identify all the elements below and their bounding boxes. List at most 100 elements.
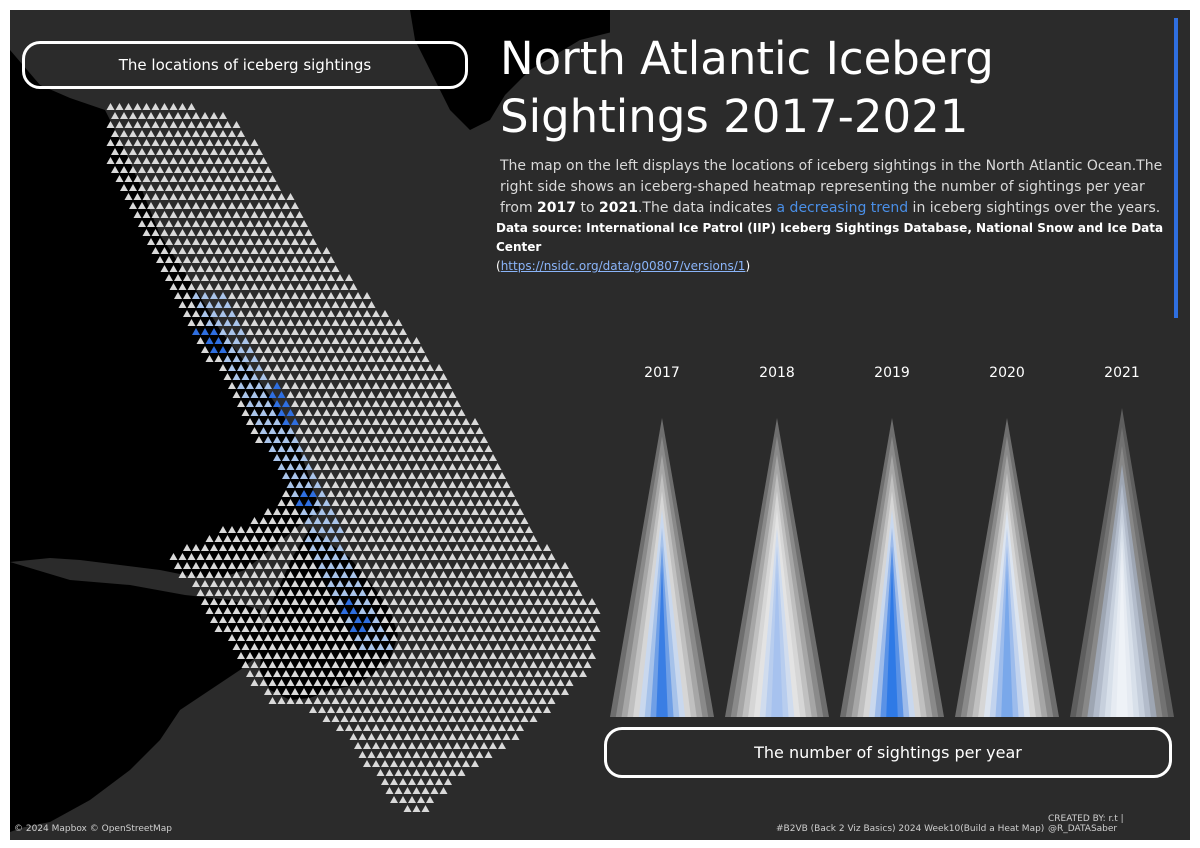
sighting-marker[interactable] — [421, 499, 430, 506]
sighting-marker[interactable] — [273, 418, 281, 425]
sighting-marker[interactable] — [228, 202, 236, 209]
sighting-marker[interactable] — [417, 400, 425, 407]
sighting-marker[interactable] — [187, 319, 196, 326]
sighting-marker[interactable] — [228, 580, 236, 587]
sighting-marker[interactable] — [147, 112, 155, 119]
sighting-marker[interactable] — [403, 733, 412, 740]
sighting-marker[interactable] — [484, 517, 493, 524]
sighting-marker[interactable] — [498, 616, 506, 623]
sighting-marker[interactable] — [403, 391, 412, 398]
sighting-marker[interactable] — [174, 202, 182, 209]
sighting-marker[interactable] — [250, 157, 259, 164]
sighting-marker[interactable] — [300, 670, 308, 677]
sighting-marker[interactable] — [237, 580, 245, 587]
sighting-marker[interactable] — [318, 436, 326, 443]
sighting-marker[interactable] — [426, 652, 434, 659]
sighting-marker[interactable] — [390, 382, 398, 389]
sighting-marker[interactable] — [349, 463, 358, 470]
sighting-marker[interactable] — [295, 229, 304, 236]
sighting-marker[interactable] — [322, 661, 331, 668]
sighting-marker[interactable] — [255, 364, 263, 371]
sighting-marker[interactable] — [142, 103, 151, 110]
sighting-marker[interactable] — [268, 589, 277, 596]
sighting-marker[interactable] — [529, 607, 538, 614]
sighting-marker[interactable] — [592, 625, 601, 632]
sighting-marker[interactable] — [363, 544, 371, 551]
sighting-marker[interactable] — [412, 571, 421, 578]
sighting-marker[interactable] — [421, 607, 430, 614]
sighting-marker[interactable] — [241, 139, 250, 146]
sighting-marker[interactable] — [291, 400, 299, 407]
sighting-marker[interactable] — [403, 679, 412, 686]
sighting-marker[interactable] — [277, 571, 286, 578]
sighting-marker[interactable] — [142, 139, 151, 146]
sighting-marker[interactable] — [214, 337, 223, 344]
sighting-marker[interactable] — [583, 661, 592, 668]
sighting-marker[interactable] — [322, 463, 331, 470]
sighting-marker[interactable] — [151, 175, 160, 182]
sighting-marker[interactable] — [439, 661, 448, 668]
sighting-marker[interactable] — [187, 265, 196, 272]
sighting-marker[interactable] — [219, 112, 227, 119]
sighting-marker[interactable] — [363, 742, 371, 749]
sighting-marker[interactable] — [246, 292, 254, 299]
sighting-marker[interactable] — [340, 373, 349, 380]
sighting-marker[interactable] — [250, 589, 259, 596]
sighting-marker[interactable] — [165, 220, 173, 227]
sighting-marker[interactable] — [502, 499, 511, 506]
sighting-marker[interactable] — [196, 121, 205, 128]
sighting-marker[interactable] — [439, 553, 448, 560]
sighting-marker[interactable] — [372, 382, 380, 389]
sighting-marker[interactable] — [408, 724, 416, 731]
sighting-marker[interactable] — [363, 760, 371, 767]
sighting-marker[interactable] — [565, 661, 574, 668]
sighting-marker[interactable] — [327, 292, 335, 299]
sighting-marker[interactable] — [165, 148, 173, 155]
sighting-marker[interactable] — [300, 238, 308, 245]
sighting-marker[interactable] — [502, 715, 511, 722]
sighting-marker[interactable] — [367, 427, 376, 434]
sighting-marker[interactable] — [228, 166, 236, 173]
sighting-marker[interactable] — [376, 679, 385, 686]
sighting-marker[interactable] — [259, 589, 268, 596]
sighting-marker[interactable] — [385, 517, 394, 524]
sighting-marker[interactable] — [376, 463, 385, 470]
sighting-marker[interactable] — [309, 670, 317, 677]
sighting-marker[interactable] — [304, 445, 313, 452]
sighting-marker[interactable] — [358, 661, 367, 668]
sighting-marker[interactable] — [241, 229, 250, 236]
sighting-marker[interactable] — [237, 382, 245, 389]
sighting-marker[interactable] — [268, 625, 277, 632]
sighting-marker[interactable] — [205, 157, 214, 164]
sighting-marker[interactable] — [511, 499, 520, 506]
sighting-marker[interactable] — [421, 769, 430, 776]
sighting-marker[interactable] — [304, 553, 313, 560]
sighting-marker[interactable] — [223, 229, 232, 236]
sighting-marker[interactable] — [282, 562, 290, 569]
sighting-marker[interactable] — [268, 517, 277, 524]
sighting-marker[interactable] — [345, 598, 353, 605]
sighting-marker[interactable] — [286, 697, 295, 704]
sighting-marker[interactable] — [300, 580, 308, 587]
sighting-marker[interactable] — [417, 436, 425, 443]
sighting-marker[interactable] — [300, 382, 308, 389]
sighting-marker[interactable] — [201, 598, 209, 605]
sighting-marker[interactable] — [453, 616, 461, 623]
sighting-marker[interactable] — [304, 625, 313, 632]
sighting-marker[interactable] — [322, 301, 331, 308]
sighting-marker[interactable] — [286, 445, 295, 452]
sighting-marker[interactable] — [210, 328, 218, 335]
sighting-marker[interactable] — [489, 508, 497, 515]
sighting-marker[interactable] — [345, 634, 353, 641]
sighting-marker[interactable] — [520, 643, 529, 650]
sighting-marker[interactable] — [282, 202, 290, 209]
sighting-marker[interactable] — [394, 697, 403, 704]
sighting-marker[interactable] — [349, 679, 358, 686]
sighting-marker[interactable] — [246, 634, 254, 641]
sighting-marker[interactable] — [498, 544, 506, 551]
sighting-marker[interactable] — [444, 616, 452, 623]
sighting-marker[interactable] — [309, 454, 317, 461]
sighting-marker[interactable] — [457, 769, 466, 776]
sighting-marker[interactable] — [133, 121, 142, 128]
sighting-marker[interactable] — [192, 112, 200, 119]
